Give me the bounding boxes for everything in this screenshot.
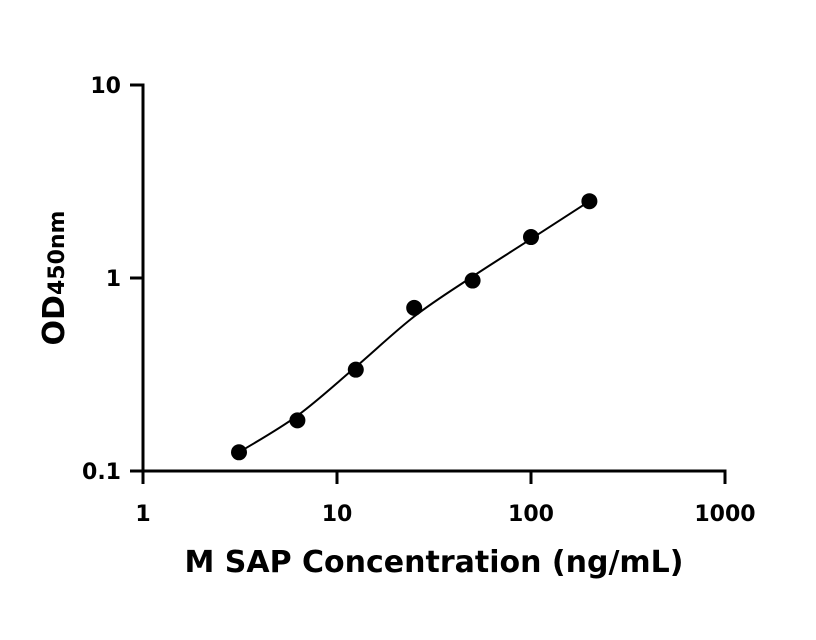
- y-axis-title-main: OD: [37, 295, 72, 345]
- x-tick-label: 100: [508, 502, 554, 527]
- ticks: 1 10 100 1000 0.1 1 10: [82, 74, 756, 527]
- axes: [141, 83, 727, 473]
- y-tick-label: 0.1: [82, 460, 121, 485]
- y-axis-title-subscript: 450nm: [45, 211, 70, 296]
- data-point: [231, 444, 248, 461]
- y-tick-label: 1: [106, 267, 121, 292]
- data-point: [523, 229, 539, 246]
- data-point: [581, 193, 598, 210]
- data-point: [464, 272, 481, 289]
- data-point: [406, 299, 423, 316]
- data-point: [347, 361, 364, 378]
- x-tick-label: 10: [322, 502, 353, 527]
- y-axis-title: OD450nm: [37, 211, 72, 346]
- data-points: [231, 193, 598, 461]
- x-axis-title: M SAP Concentration (ng/mL): [184, 545, 683, 580]
- y-tick-label: 10: [90, 74, 121, 99]
- x-tick-label: 1: [135, 502, 150, 527]
- x-tick-label: 1000: [694, 502, 755, 527]
- data-point: [289, 412, 306, 429]
